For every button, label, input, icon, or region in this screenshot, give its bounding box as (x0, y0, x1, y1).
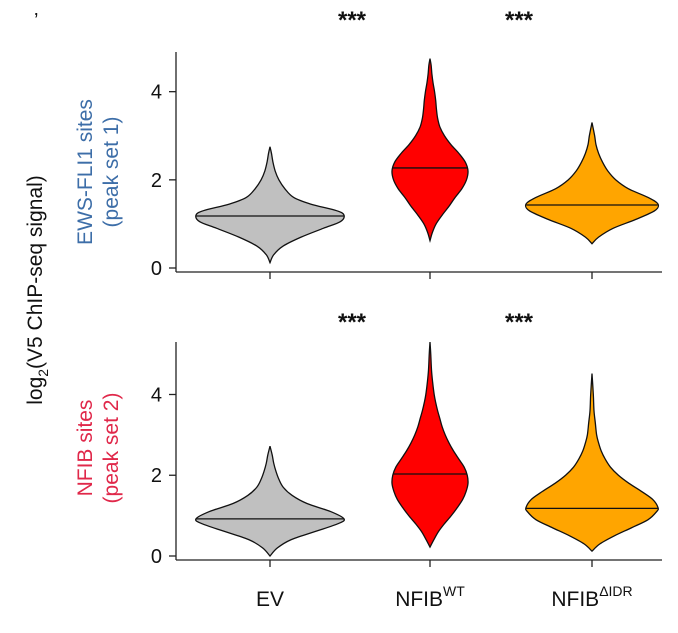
y-axis-label-suffix: (V5 ChIP-seq signal) (24, 175, 47, 369)
violin-panel1-nfib-wt (391, 58, 469, 244)
category-label-nfib-didr-sup: ΔIDR (599, 583, 632, 599)
panel-letter: ’ (34, 10, 38, 32)
category-label-nfib-didr: NFIBΔIDR (551, 583, 632, 611)
violin-panel2-ev (195, 446, 345, 557)
category-label-nfib-wt: NFIBWT (395, 583, 465, 611)
panel1-label-line2: (peak set 1) (100, 117, 123, 228)
violin-panels: 0 2 4 0 2 4 (151, 52, 662, 568)
y-tick-label-panel2-2: 2 (151, 465, 162, 487)
category-label-ev-base: EV (256, 588, 284, 611)
category-label-nfib-didr-base: NFIB (551, 588, 599, 611)
category-label-nfib-wt-sup: WT (443, 583, 465, 599)
violin-panel2-nfib-wt (391, 341, 469, 549)
y-axis-label-subscript: 2 (35, 369, 51, 377)
y-tick-label-panel2-4: 4 (151, 384, 162, 406)
y-tick-label-panel1-4: 4 (151, 82, 162, 104)
significance-panel2-didr: *** (505, 309, 534, 336)
significance-panel1-didr: *** (505, 7, 534, 34)
y-axis-label-prefix: log (24, 377, 47, 405)
violin-panel1-ev (195, 146, 345, 265)
panel2-label-line1: NFIB sites (74, 400, 97, 497)
violin-panel2-nfib-idr (525, 373, 659, 553)
significance-panel2-wt: *** (338, 309, 367, 336)
panel2-label-line2: (peak set 2) (100, 393, 123, 504)
category-label-nfib-wt-base: NFIB (395, 588, 443, 611)
y-axis-label: log2(V5 ChIP-seq signal) (24, 175, 51, 405)
violin-panel1-nfib-idr (524, 122, 660, 245)
y-tick-label-panel1-2: 2 (151, 170, 162, 192)
significance-panel1-wt: *** (338, 7, 367, 34)
category-label-ev: EV (256, 588, 284, 611)
y-tick-label-panel2-0: 0 (151, 546, 162, 568)
y-tick-label-panel1-0: 0 (151, 258, 162, 280)
panel1-label-line1: EWS-FLI1 sites (74, 99, 97, 245)
